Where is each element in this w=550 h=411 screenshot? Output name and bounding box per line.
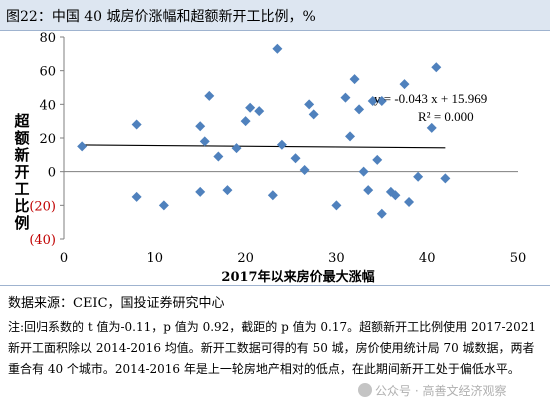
y-axis-label-char: 例 <box>14 214 29 232</box>
data-point <box>358 166 369 177</box>
data-point <box>304 99 315 110</box>
data-point <box>399 79 410 90</box>
data-point <box>77 141 88 152</box>
data-point <box>376 208 387 219</box>
y-tick-label: 80 <box>39 31 56 46</box>
chart-axes: 80 60 40 20 0 (20) (40) 0 10 20 30 40 50 超额新开工比例 <box>13 31 526 266</box>
watermark-text: 公众号 · 高善文经济观察 <box>375 384 507 398</box>
data-point <box>276 139 287 150</box>
y-tick-label: 20 <box>39 132 56 147</box>
footer-divider <box>0 285 550 286</box>
data-point <box>363 185 374 196</box>
data-point <box>345 131 356 142</box>
x-tick-label: 40 <box>419 251 436 266</box>
regression-r2: R² = 0.000 <box>418 109 474 124</box>
figure-note: 注:回归系数的 t 值为-0.11，p 值为 0.92，截距的 p 值为 0.1… <box>8 320 537 376</box>
data-point <box>195 121 206 132</box>
data-point <box>290 153 301 164</box>
x-axis-label: 2017年以来房价最大涨幅 <box>221 269 374 285</box>
y-axis-label-char: 工 <box>14 180 29 198</box>
data-point <box>254 106 265 117</box>
y-tick-label: (20) <box>29 199 56 214</box>
y-tick-label: 60 <box>39 65 56 80</box>
figure-title: 图22：中国 40 城房价涨幅和超额新开工比例，% <box>6 9 316 25</box>
data-point <box>367 95 378 106</box>
data-point <box>390 190 401 201</box>
wechat-icon <box>358 383 372 397</box>
data-point <box>222 185 233 196</box>
data-point <box>340 92 351 103</box>
y-axis-label-char: 开 <box>14 163 29 181</box>
data-point <box>404 196 415 207</box>
x-tick-label: 50 <box>510 251 527 266</box>
x-tick-label: 10 <box>147 251 164 266</box>
data-point <box>349 74 360 85</box>
title-underline <box>0 30 550 31</box>
x-tick-label: 20 <box>237 251 254 266</box>
data-point <box>245 102 256 113</box>
data-point <box>431 62 442 73</box>
y-tick-label: (40) <box>29 233 56 248</box>
data-point <box>131 119 142 130</box>
data-point <box>354 104 365 115</box>
y-axis-label-char: 新 <box>14 146 29 164</box>
data-point <box>240 116 251 127</box>
y-axis-label-char: 额 <box>14 129 29 147</box>
data-point <box>440 173 451 184</box>
data-point <box>199 136 210 147</box>
data-point <box>204 90 215 101</box>
data-point <box>195 186 206 197</box>
regression-equation: y = -0.043 x + 15.969 <box>374 91 487 106</box>
data-point <box>426 122 437 133</box>
y-axis-label-char: 比 <box>14 197 29 215</box>
title-bar <box>0 0 550 30</box>
data-point <box>213 151 224 162</box>
data-point <box>299 164 310 175</box>
watermark: 公众号 · 高善文经济观察 <box>358 382 506 399</box>
data-point <box>131 191 142 202</box>
data-point <box>413 171 424 182</box>
y-tick-label: 40 <box>39 98 56 113</box>
data-point <box>372 154 383 165</box>
scatter-chart: 80 60 40 20 0 (20) (40) 0 10 20 30 40 50 超额新开工比例 y = … <box>13 31 526 285</box>
trendline <box>82 144 446 149</box>
data-point <box>231 143 242 154</box>
y-axis-label-char: 超 <box>13 112 30 130</box>
x-tick-label: 30 <box>328 251 345 266</box>
data-point <box>267 190 278 201</box>
data-point <box>272 43 283 54</box>
x-tick-label: 0 <box>60 251 68 266</box>
data-point <box>376 95 387 106</box>
data-point <box>158 200 169 211</box>
data-source: 数据来源：CEIC，国投证券研究中心 <box>8 296 225 311</box>
data-point <box>308 109 319 120</box>
y-tick-label: 0 <box>48 166 56 181</box>
chart-points <box>77 43 451 219</box>
data-point <box>331 200 342 211</box>
